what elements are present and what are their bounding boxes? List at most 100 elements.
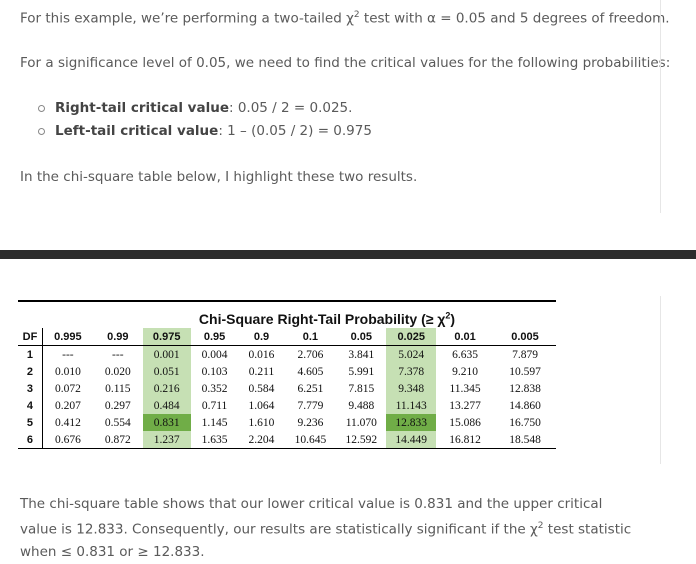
df-cell: 6 <box>18 431 43 449</box>
value-cell: 1.610 <box>248 416 275 429</box>
header-cell-highlight: 0.975 <box>142 328 191 346</box>
value-cell: 15.086 <box>449 416 481 429</box>
value-cell: 1.237 <box>142 431 191 449</box>
value-cell: 0.020 <box>104 365 131 378</box>
bullet-dot-icon <box>38 127 45 135</box>
table-title-text: Chi-Square Right-Tail Probability (≥ χ <box>198 310 446 327</box>
table-row: 2 0.010 0.020 0.051 0.103 0.211 4.605 5.991 7.37… <box>18 363 556 380</box>
value-cell: 13.277 <box>449 399 481 412</box>
value-cell: 0.676 <box>42 431 93 449</box>
df-cell: 3 <box>18 380 43 397</box>
intro-paragraph-3: In the chi-square table below, I highlig… <box>20 169 418 185</box>
value-cell: 2.706 <box>297 348 324 361</box>
value-cell: 16.750 <box>509 416 541 429</box>
sidebar-divider-lower <box>660 296 661 464</box>
value-cell: 1.064 <box>248 399 275 412</box>
bullet-value: : 0.05 / 2 = 0.025. <box>228 100 353 116</box>
value-cell: 3.841 <box>348 348 375 361</box>
header-cell-highlight: 0.025 <box>386 328 437 346</box>
value-cell: 5.991 <box>348 365 375 378</box>
intro-paragraph-1: For this example, we’re performing a two… <box>20 10 670 27</box>
value-cell: 1.145 <box>201 416 228 429</box>
bullet-value: : 1 – (0.05 / 2) = 0.975 <box>218 123 372 139</box>
article-top-section: For this example, we’re performing a two… <box>0 0 696 253</box>
value-cell: 0.352 <box>201 382 228 395</box>
header-cell: 0.1 <box>284 328 337 346</box>
value-cell: 0.211 <box>248 365 275 378</box>
value-cell: --- <box>62 348 74 361</box>
header-cell: 0.9 <box>238 328 285 346</box>
value-cell: 0.051 <box>142 363 191 380</box>
value-cell: 0.872 <box>92 431 143 449</box>
value-cell: 14.449 <box>386 431 437 449</box>
value-cell: 2.204 <box>238 431 285 449</box>
critical-value-cell: 12.833 <box>386 414 437 431</box>
value-cell: 7.378 <box>386 363 437 380</box>
value-cell: 9.210 <box>452 365 479 378</box>
table-header-row: DF 0.995 0.99 0.975 0.95 0.9 0.1 0.05 0.… <box>18 328 556 346</box>
value-cell: 7.815 <box>348 382 375 395</box>
value-cell: 18.548 <box>494 431 556 449</box>
conclusion-text-b: test statistic when ≤ 0.831 or ≥ 12.833. <box>20 521 632 560</box>
intro-text-a: For this example, we’re performing a two… <box>20 10 354 27</box>
header-cell: 0.95 <box>190 328 239 346</box>
value-cell: 0.010 <box>54 365 81 378</box>
intro-text-b: test with α = 0.05 and 5 degrees of free… <box>359 10 670 27</box>
value-cell: 0.412 <box>54 416 81 429</box>
intro-superscript: 2 <box>353 10 360 20</box>
value-cell: 9.236 <box>297 416 324 429</box>
value-cell: 0.554 <box>104 416 131 429</box>
bullet-label: Right-tail critical value <box>55 100 229 116</box>
value-cell: 0.584 <box>248 382 275 395</box>
table-row: 3 0.072 0.115 0.216 0.352 0.584 6.251 7.815 9.34… <box>18 380 556 397</box>
value-cell: 0.004 <box>201 348 228 361</box>
conclusion-text-a: The chi-square table shows that our lowe… <box>20 496 603 538</box>
value-cell: 10.597 <box>509 365 541 378</box>
df-cell: 2 <box>18 363 43 380</box>
table-title-sup: 2 <box>445 310 451 320</box>
value-cell: 1.635 <box>190 431 239 449</box>
value-cell: 11.345 <box>449 382 481 395</box>
value-cell: 0.207 <box>54 399 81 412</box>
value-cell: 0.484 <box>142 397 191 414</box>
value-cell: 0.216 <box>142 380 191 397</box>
conclusion-superscript: 2 <box>537 521 544 531</box>
value-cell: --- <box>112 348 124 361</box>
value-cell: 7.879 <box>512 348 538 361</box>
header-cell: 0.05 <box>336 328 387 346</box>
table-title-end: ) <box>450 310 456 327</box>
value-cell: 5.024 <box>386 345 437 363</box>
value-cell: 0.115 <box>105 382 131 395</box>
value-cell: 11.143 <box>386 397 437 414</box>
section-divider-bar <box>0 250 696 259</box>
df-cell: 1 <box>18 345 43 363</box>
value-cell: 6.251 <box>297 382 324 395</box>
value-cell: 9.488 <box>348 399 375 412</box>
table-row: 4 0.207 0.297 0.484 0.711 1.064 7.779 9.488 11.1… <box>18 397 556 414</box>
value-cell: 9.348 <box>386 380 437 397</box>
value-cell: 12.592 <box>336 431 387 449</box>
df-cell: 5 <box>18 414 43 431</box>
header-df: DF <box>18 328 43 346</box>
value-cell: 0.001 <box>142 345 191 363</box>
table-row: 6 0.676 0.872 1.237 1.635 2.204 10.645 12.592 14… <box>18 431 556 449</box>
intro-paragraph-2: For a significance level of 0.05, we nee… <box>20 55 671 71</box>
value-cell: 14.860 <box>509 399 541 412</box>
df-cell: 4 <box>18 397 43 414</box>
value-cell: 12.838 <box>509 382 541 395</box>
bullet-label: Left-tail critical value <box>55 123 219 139</box>
bullet-left-tail: Left-tail critical value: 1 – (0.05 / 2)… <box>38 123 372 139</box>
value-cell: 0.016 <box>248 348 275 361</box>
value-cell: 16.812 <box>436 431 495 449</box>
header-cell: 0.005 <box>494 328 556 346</box>
value-cell: 0.711 <box>201 399 228 412</box>
header-cell: 0.99 <box>92 328 143 346</box>
table-title: Chi-Square Right-Tail Probability (≥ χ2) <box>18 300 556 328</box>
value-cell: 0.072 <box>54 382 81 395</box>
table-row: 5 0.412 0.554 0.831 1.145 1.610 9.236 11.070 12.… <box>18 414 556 431</box>
bullet-right-tail: Right-tail critical value: 0.05 / 2 = 0.… <box>38 100 352 116</box>
conclusion-paragraph: The chi-square table shows that our lowe… <box>20 493 640 563</box>
value-cell: 11.070 <box>345 416 377 429</box>
header-cell: 0.01 <box>436 328 495 346</box>
table-body: 1 --- --- 0.001 0.004 0.016 2.706 3.841 5.024 6.6… <box>18 345 556 449</box>
